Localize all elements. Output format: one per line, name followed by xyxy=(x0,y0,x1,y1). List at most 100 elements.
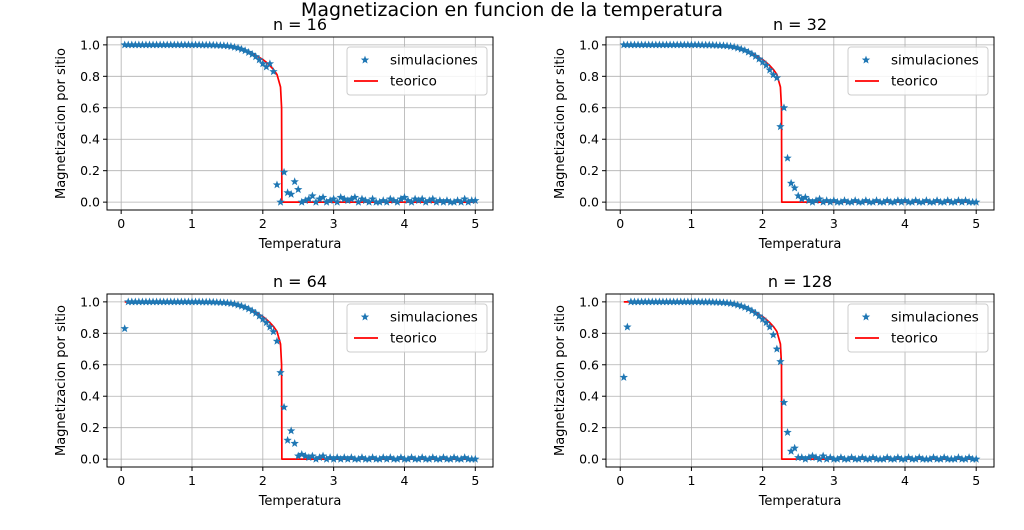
simulation-point xyxy=(325,453,335,462)
simulation-point xyxy=(690,40,700,49)
simulation-point xyxy=(460,453,469,462)
simulation-point xyxy=(410,454,420,463)
y-tick-label: 0.8 xyxy=(80,69,100,84)
x-tick-label: 3 xyxy=(330,216,338,231)
simulation-point xyxy=(361,196,370,205)
simulation-point xyxy=(428,453,437,462)
simulation-point xyxy=(868,453,878,462)
subplot-panel: 0 1 2 3 4 5 0.0 0.2 0.4 0.6 0.8 1.0 n = 16 Temperatur… xyxy=(54,15,494,252)
simulation-point xyxy=(456,454,466,463)
simulation-point xyxy=(669,40,678,49)
simulation-point xyxy=(883,196,892,205)
simulation-point xyxy=(187,40,197,49)
simulation-point xyxy=(715,298,725,307)
simulation-point xyxy=(304,453,314,462)
simulation-point xyxy=(708,40,717,49)
simulation-point xyxy=(644,40,653,49)
axes-frame xyxy=(106,293,494,468)
simulation-point xyxy=(690,297,700,306)
simulation-point xyxy=(861,196,871,205)
simulation-point xyxy=(138,297,147,306)
simulation-point xyxy=(340,194,349,203)
simulation-point xyxy=(890,197,899,206)
simulation-point xyxy=(708,297,717,306)
simulation-point xyxy=(640,297,650,306)
simulation-point xyxy=(640,40,650,49)
simulation-point xyxy=(619,40,628,49)
simulation-point xyxy=(915,197,924,206)
simulation-point xyxy=(751,51,760,60)
simulation-point xyxy=(747,49,757,58)
simulation-point xyxy=(276,197,285,206)
legend-star-marker xyxy=(360,312,370,321)
simulation-point xyxy=(694,297,703,306)
legend-box xyxy=(346,46,488,96)
simulation-point xyxy=(460,194,469,203)
subplot-title: n = 64 xyxy=(273,272,327,291)
simulation-point xyxy=(439,197,448,206)
simulation-point xyxy=(776,122,785,131)
simulation-point xyxy=(815,194,824,203)
simulation-point xyxy=(673,297,682,306)
simulation-point xyxy=(283,435,292,444)
simulation-point xyxy=(868,197,878,206)
simulation-point xyxy=(464,197,473,206)
simulation-point xyxy=(396,194,406,203)
y-tick-label: 0.0 xyxy=(80,452,100,467)
simulation-point xyxy=(879,454,888,463)
simulation-point xyxy=(964,453,974,462)
simulation-point xyxy=(929,453,938,462)
simulation-point xyxy=(925,454,935,463)
y-tick-label: 0.6 xyxy=(80,357,100,372)
x-tick-label: 2 xyxy=(259,473,267,488)
simulation-point xyxy=(758,314,767,323)
simulation-point xyxy=(697,297,707,306)
figure-suptitle: Magnetizacion en funcion de la temperatu… xyxy=(301,0,723,21)
x-axis-label: Temperatura xyxy=(758,237,842,252)
simulation-point xyxy=(198,297,207,306)
y-tick-label: 0.0 xyxy=(80,195,100,210)
simulation-point xyxy=(371,197,381,206)
simulation-point xyxy=(758,57,767,66)
simulation-point xyxy=(237,44,246,53)
simulation-point xyxy=(333,197,342,206)
simulation-point xyxy=(396,453,406,462)
legend: simulaciones teorico xyxy=(847,303,989,353)
simulation-point xyxy=(737,44,746,53)
simulation-point xyxy=(619,372,628,381)
simulation-point xyxy=(858,453,867,462)
simulation-point xyxy=(407,453,416,462)
simulation-point xyxy=(701,40,710,49)
simulation-point xyxy=(308,451,317,460)
y-tick-label: 0.2 xyxy=(80,163,100,178)
simulation-point xyxy=(294,451,303,460)
simulation-point xyxy=(744,47,753,56)
simulation-point xyxy=(801,454,810,463)
x-tick-label: 0 xyxy=(616,473,624,488)
simulation-point xyxy=(922,454,931,463)
simulation-point xyxy=(315,194,324,203)
simulation-point xyxy=(772,344,782,353)
simulation-point xyxy=(276,368,285,377)
simulation-point xyxy=(765,65,774,74)
subplot-panel: 0 1 2 3 4 5 0.0 0.2 0.4 0.6 0.8 1.0 n = 64 Temperatur… xyxy=(54,272,494,509)
simulation-point xyxy=(124,40,133,49)
simulation-point xyxy=(152,297,161,306)
simulation-point xyxy=(375,197,384,206)
simulation-point xyxy=(762,60,771,69)
simulation-point xyxy=(680,297,689,306)
simulation-point xyxy=(311,197,321,206)
simulation-point xyxy=(833,454,842,463)
simulation-point xyxy=(794,453,803,462)
simulation-point xyxy=(665,40,675,49)
x-tick-label: 1 xyxy=(687,473,695,488)
subplot-title: n = 16 xyxy=(273,15,327,34)
legend-label-teorico: teorico xyxy=(390,331,437,347)
simulation-point xyxy=(155,297,165,306)
simulation-point xyxy=(897,197,906,206)
simulation-point xyxy=(155,40,165,49)
legend-star-marker xyxy=(861,312,871,321)
simulation-point xyxy=(665,297,675,306)
simulation-point xyxy=(744,304,753,313)
simulation-point xyxy=(922,196,931,205)
